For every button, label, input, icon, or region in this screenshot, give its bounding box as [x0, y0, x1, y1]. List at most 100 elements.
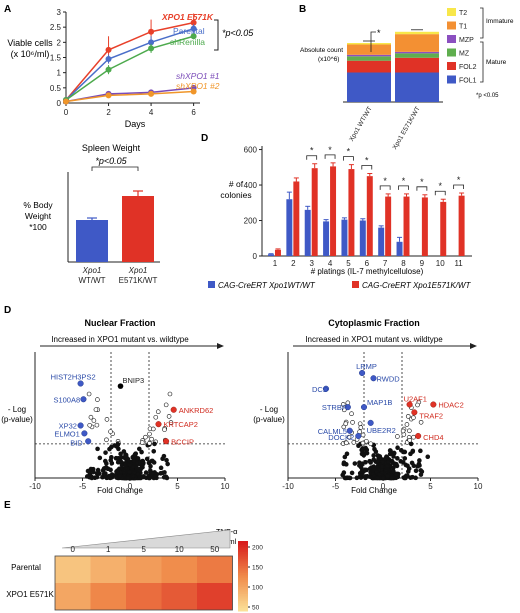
colonies-sig-star: * [365, 156, 369, 166]
colorbar-step [238, 581, 248, 584]
volcano-point-black [117, 383, 124, 389]
cytoplasmic-volcano: Cytoplasmic Fraction Increased in XPO1 m… [253, 318, 483, 495]
spleen-weight-chart: Spleen Weight *p<0.05 % Body Weight *100… [23, 143, 160, 285]
volcano-point [163, 474, 169, 480]
volcano-point [342, 454, 348, 460]
volcano-label-up: HDAC2 [438, 401, 463, 410]
volcano-label-down: DOCK2 [328, 433, 354, 442]
colonies-bar [403, 196, 410, 256]
volcano-point-up [155, 421, 162, 428]
volcano-point [373, 449, 379, 454]
volcano-x-tick-label: -10 [282, 482, 294, 491]
colonies-bar [378, 227, 385, 256]
colorbar-step [238, 567, 248, 570]
volcano-point [359, 447, 364, 453]
abscount-legend-swatch [447, 48, 456, 57]
growth-significance-bracket [214, 19, 219, 51]
volcano-point [418, 472, 424, 477]
volcano-point [149, 436, 154, 442]
volcano-point [117, 473, 123, 478]
volcano-label-up: CHD4 [423, 433, 443, 442]
colorbar-step [238, 565, 248, 568]
colonies-bar [359, 220, 366, 256]
volcano-point [363, 475, 368, 481]
volcano-point [103, 465, 109, 470]
volcano-point [394, 472, 399, 477]
volcano-point [168, 420, 174, 425]
spleen-title: Spleen Weight [82, 143, 141, 153]
volcano-point [150, 426, 156, 432]
volcano-point [89, 475, 95, 481]
volcano-point [344, 440, 349, 446]
growth-series-label: Parental [173, 26, 205, 36]
growth-point [148, 90, 155, 97]
colorbar-step [238, 607, 248, 610]
colonies-bar [341, 219, 348, 256]
volcano-point-down [85, 438, 92, 445]
colorbar-step [238, 555, 248, 558]
volcano-point [137, 460, 143, 465]
growth-point [190, 88, 197, 95]
abscount-bar-segment [347, 56, 391, 61]
spleen-x-label-line2: WT/WT [78, 276, 105, 285]
colorbar-step [238, 598, 248, 601]
heatmap-cell [126, 556, 162, 583]
colorbar-step [238, 595, 248, 598]
volcano-x-tick-label: 5 [428, 482, 433, 491]
growth-point [190, 19, 197, 26]
volcano-point [163, 402, 169, 408]
volcano-point [379, 464, 385, 469]
colorbar-step [238, 584, 248, 587]
panel-label-d: D [4, 305, 11, 316]
abscount-note: *p <0.05 [476, 93, 499, 99]
spleen-ylabel-line1: % Body [23, 200, 53, 210]
volcano-point [400, 428, 406, 434]
volcano-point [405, 414, 411, 419]
growth-y-tick-label: 0 [57, 99, 62, 108]
heatmap-cell [197, 583, 233, 610]
colorbar-step [238, 553, 248, 556]
colonies-ylabel-line2: colonies [220, 190, 251, 200]
growth-x-tick-label: 6 [191, 108, 196, 117]
volcano-point [340, 402, 346, 407]
heatmap-column-label: 5 [142, 545, 147, 554]
volcano-label-down: LRMP [356, 362, 377, 371]
volcano-point [352, 461, 358, 466]
volcano-x-tick-label: 5 [175, 482, 180, 491]
abscount-bar-segment [395, 57, 439, 73]
volcano-point-up [406, 401, 413, 408]
volcano-point [107, 475, 113, 481]
volcano-point [411, 434, 416, 440]
nuclear-xlabel: Fold Change [97, 486, 143, 495]
colonies-y-tick-label: 600 [244, 146, 258, 155]
growth-ylabel-line2: (x 10⁶/ml) [11, 49, 50, 59]
growth-series-line [65, 27, 194, 101]
heatmap-cell [90, 556, 126, 583]
colorbar-step [238, 549, 248, 552]
volcano-label-up: ANKRD62 [179, 406, 214, 415]
abscount-bar-segment [395, 72, 439, 102]
volcano-point [147, 440, 152, 446]
volcano-point [418, 448, 423, 454]
growth-ylabel: Viable cells (x 10⁶/ml) [7, 38, 53, 59]
growth-series-label: shXPO1 #1 [176, 71, 220, 81]
volcano-point [135, 471, 141, 477]
heatmap-cell [161, 583, 197, 610]
volcano-point [94, 474, 100, 480]
volcano-point [415, 402, 420, 408]
colonies-x-tick-label: 5 [346, 259, 351, 268]
legend-group-mature: Mature [486, 59, 507, 66]
volcano-point [109, 455, 114, 460]
colonies-y-tick-label: 0 [253, 252, 258, 261]
colonies-x-tick-label: 2 [291, 259, 296, 268]
volcano-x-tick-label: 10 [221, 482, 230, 491]
volcano-label-black: BNIP3 [123, 376, 145, 385]
colonies-sig-bracket [379, 185, 391, 190]
volcano-label-down: XP32 [59, 422, 77, 431]
volcano-point [146, 475, 152, 481]
abscount-bar-segment [347, 54, 391, 57]
volcano-point [349, 411, 354, 417]
volcano-x-tick-label: -10 [29, 482, 41, 491]
volcano-point [411, 415, 416, 420]
colonies-sig-bracket [324, 154, 336, 159]
